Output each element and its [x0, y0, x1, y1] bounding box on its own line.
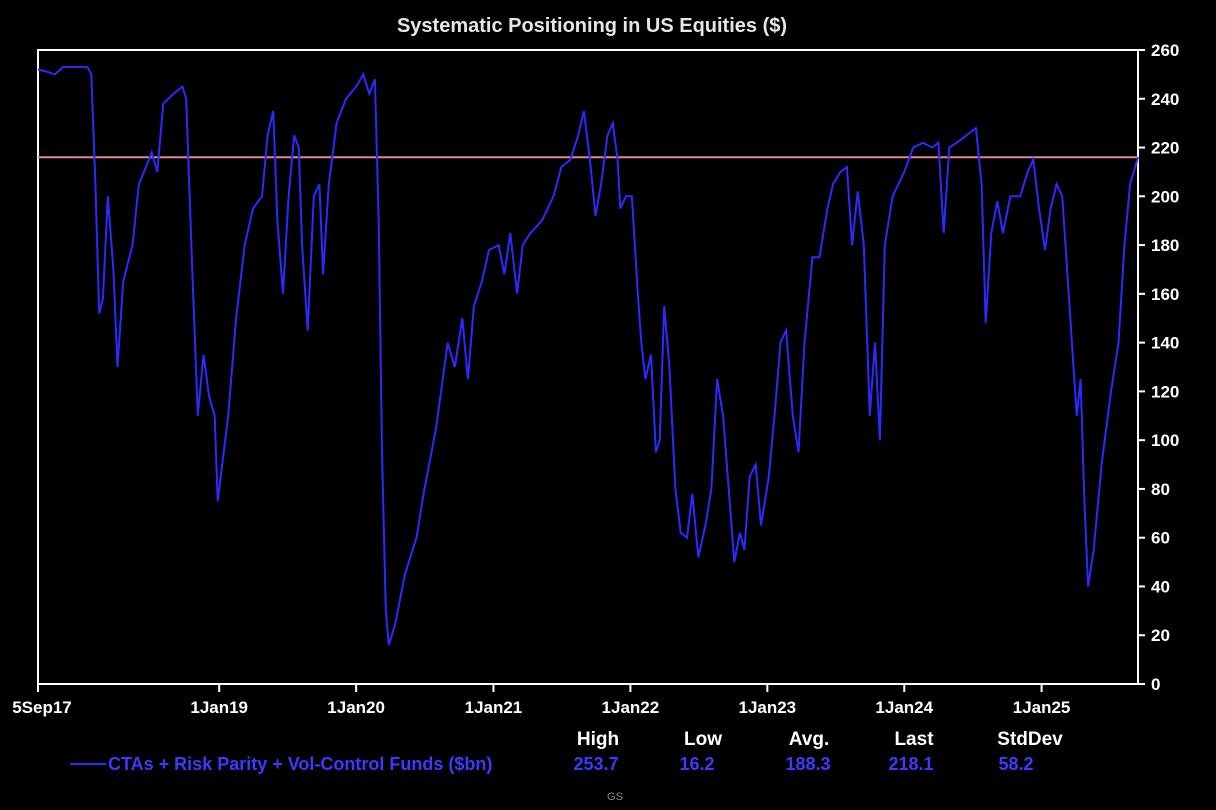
y-tick-label: 0 [1151, 675, 1160, 694]
x-tick-label: 1Jan22 [602, 698, 660, 717]
stat-header-last: Last [894, 729, 934, 750]
y-tick-label: 140 [1151, 334, 1179, 353]
x-tick-label: 1Jan20 [327, 698, 385, 717]
x-axis: 5Sep17 1Jan19 1Jan20 1Jan21 1Jan22 1Jan23 1Jan… [12, 684, 1070, 717]
stat-header-low: Low [684, 729, 722, 750]
y-tick-label: 200 [1151, 187, 1179, 206]
stat-value-avg: 188.3 [785, 754, 830, 774]
x-tick-label: 1Jan21 [465, 698, 523, 717]
y-tick-label: 100 [1151, 431, 1179, 450]
y-tick-label: 160 [1151, 285, 1179, 304]
stat-value-high: 253.7 [573, 754, 618, 774]
y-tick-label: 80 [1151, 480, 1170, 499]
legend-label: CTAs + Risk Parity + Vol-Control Funds (… [108, 754, 492, 774]
x-tick-label: 1Jan23 [738, 698, 796, 717]
y-tick-label: 260 [1151, 41, 1179, 60]
y-tick-label: 220 [1151, 139, 1179, 158]
y-tick-label: 40 [1151, 577, 1170, 596]
stat-header-high: High [577, 729, 619, 750]
y-tick-label: 180 [1151, 236, 1179, 255]
x-tick-label: 1Jan24 [875, 698, 933, 717]
stat-header-avg: Avg. [789, 729, 829, 750]
series-line-systematic-positioning [37, 66, 1139, 646]
y-tick-label: 60 [1151, 529, 1170, 548]
y-tick-label: 20 [1151, 626, 1170, 645]
legend: CTAs + Risk Parity + Vol-Control Funds (… [70, 754, 492, 774]
stat-value-last: 218.1 [888, 754, 933, 774]
source-label: GS [607, 791, 623, 803]
stat-value-low: 16.2 [679, 754, 714, 774]
plot-area-frame [37, 49, 1139, 685]
stat-header-stddev: StdDev [997, 729, 1063, 750]
y-tick-label: 240 [1151, 90, 1179, 109]
stat-value-stddev: 58.2 [998, 754, 1033, 774]
x-tick-label: 5Sep17 [12, 698, 72, 717]
x-tick-label: 1Jan25 [1013, 698, 1071, 717]
stats-table: High Low Avg. Last StdDev 253.7 16.2 188… [573, 729, 1063, 774]
x-tick-label: 1Jan19 [190, 698, 248, 717]
y-axis: 0 20 40 60 80 100 120 140 160 180 200 220 240 260 [1138, 41, 1179, 694]
chart-title: Systematic Positioning in US Equities ($… [397, 15, 787, 37]
y-tick-label: 120 [1151, 382, 1179, 401]
